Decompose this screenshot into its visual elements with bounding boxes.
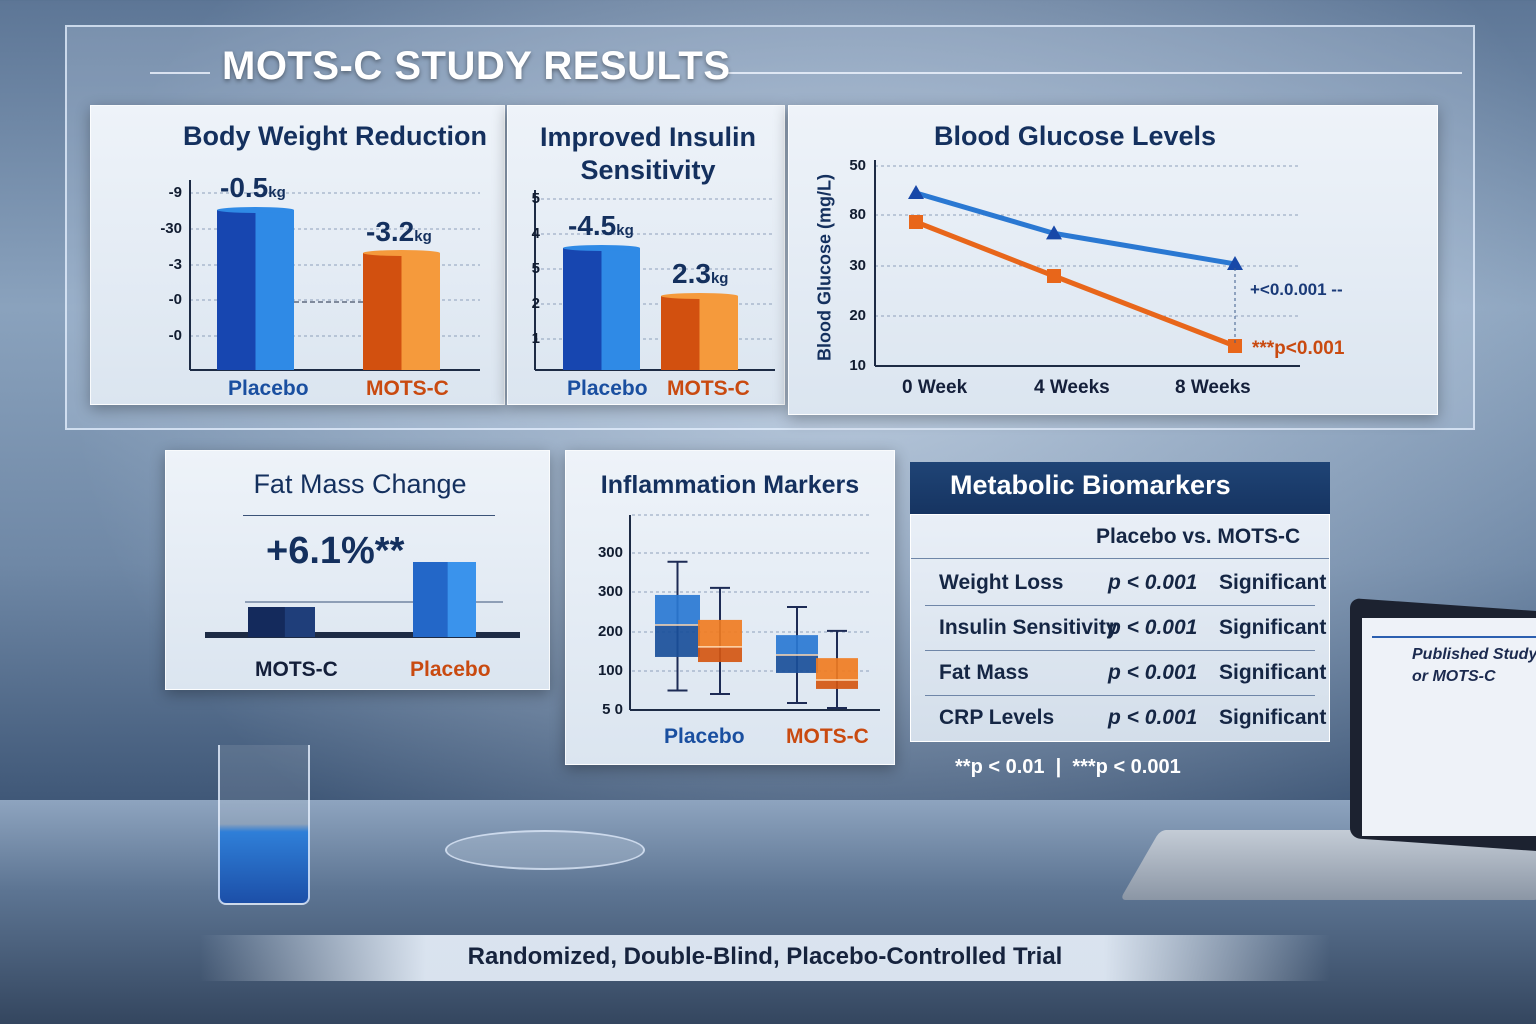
glucose-title: Blood Glucose Levels [933, 121, 1217, 151]
y-tick: 30 [849, 257, 866, 274]
y-tick: 10 [849, 357, 866, 374]
petri-dish-icon [445, 830, 645, 870]
y-tick: 5 [531, 260, 540, 277]
inflammation-title: Inflammation Markers [600, 471, 860, 499]
insulin-title: Improved Insulin Sensitivity [539, 122, 757, 185]
fat-mass-panel [165, 450, 550, 690]
y-tick: 5 [531, 190, 540, 207]
y-tick: -0 [168, 327, 182, 344]
x-label-mots-c: MOTS-C [255, 658, 338, 681]
x-label-placebo: Placebo [664, 725, 745, 748]
row-label: Fat Mass [939, 661, 1029, 684]
y-tick: 5 0 [602, 701, 623, 718]
y-tick: 300 [597, 583, 623, 600]
x-label-placebo: Placebo [410, 658, 491, 681]
table-body: Placebo vs. MOTS-C Weight Loss p < 0.001 S… [910, 514, 1330, 742]
inflammation-panel [565, 450, 895, 765]
table-row: Weight Loss p < 0.001 Significant [925, 561, 1326, 606]
x-label-placebo: Placebo [228, 377, 309, 400]
title-rule-left [150, 72, 210, 74]
document-title: Published Study or MOTS-C [1372, 636, 1536, 688]
table-title: Metabolic Biomarkers [910, 462, 1330, 514]
y-tick: 4 [531, 225, 540, 242]
y-tick: -0 [168, 291, 182, 308]
x-label-mots-c: MOTS-C [667, 377, 750, 400]
trial-design-banner: Randomized, Double-Blind, Placebo-Contro… [200, 935, 1330, 981]
row-result: Significant [1219, 571, 1327, 594]
x-tick: 0 Week [902, 377, 968, 398]
y-tick: 50 [849, 157, 866, 174]
row-result: Significant [1219, 661, 1327, 684]
data-label-placebo: -0.5kg [220, 172, 286, 203]
laptop-document: Published Study or MOTS-C [1362, 618, 1536, 836]
y-tick: 1 [531, 330, 540, 347]
y-tick: 20 [849, 307, 866, 324]
beaker-icon [218, 745, 310, 905]
y-tick: 300 [597, 544, 623, 561]
row-result: Significant [1219, 616, 1327, 639]
title-rule-right [722, 72, 1462, 74]
data-label-mots-c: -3.2kg [366, 216, 432, 247]
data-label-mots-c: 2.3kg [672, 258, 729, 289]
x-tick: 4 Weeks [1034, 377, 1110, 398]
y-tick: -9 [168, 184, 182, 201]
biomarkers-table: Metabolic Biomarkers Placebo vs. MOTS-C … [910, 462, 1330, 742]
row-p-value: p < 0.001 [1108, 706, 1198, 729]
annotation-p-value: +<0.0.001 -- [1250, 280, 1343, 299]
row-p-value: p < 0.001 [1108, 661, 1198, 684]
table-row: Fat Mass p < 0.001 Significant [925, 651, 1326, 696]
body-weight-title: Body Weight Reduction [183, 121, 487, 151]
row-label: Weight Loss [939, 571, 1064, 594]
insulin-panel [507, 105, 785, 405]
fat-mass-change-label: +6.1%** [266, 530, 405, 572]
y-tick: 200 [597, 623, 623, 640]
row-label: Insulin Sensitivity [939, 616, 1118, 639]
y-tick: 2 [531, 295, 540, 312]
x-tick: 8 Weeks [1175, 377, 1251, 398]
row-result: Significant [1219, 706, 1327, 729]
y-tick: -3 [168, 256, 182, 273]
x-label-mots-c: MOTS-C [786, 725, 869, 748]
row-p-value: p < 0.001 [1108, 616, 1198, 639]
page-title: MOTS-C STUDY RESULTS [222, 44, 731, 88]
fat-mass-title: Fat Mass Change [253, 469, 467, 499]
y-tick: 100 [597, 662, 623, 679]
table-row: CRP Levels p < 0.001 Significant [925, 696, 1326, 741]
annotation-p-value-significant: ***p<0.001 [1252, 338, 1345, 359]
y-tick: 80 [849, 206, 866, 223]
significance-footnote: **p < 0.01 | ***p < 0.001 [955, 756, 1181, 778]
x-label-placebo: Placebo [567, 377, 648, 400]
x-label-mots-c: MOTS-C [366, 377, 449, 400]
table-row: Insulin Sensitivity p < 0.001 Significant [925, 606, 1326, 651]
data-label-placebo: -4.5kg [568, 210, 634, 241]
row-p-value: p < 0.001 [1108, 571, 1198, 594]
divider [243, 515, 495, 516]
row-label: CRP Levels [939, 706, 1055, 729]
table-header: Placebo vs. MOTS-C [911, 515, 1329, 559]
y-tick: -30 [160, 220, 182, 237]
y-axis-label: Blood Glucose (mg/L) [814, 174, 835, 361]
